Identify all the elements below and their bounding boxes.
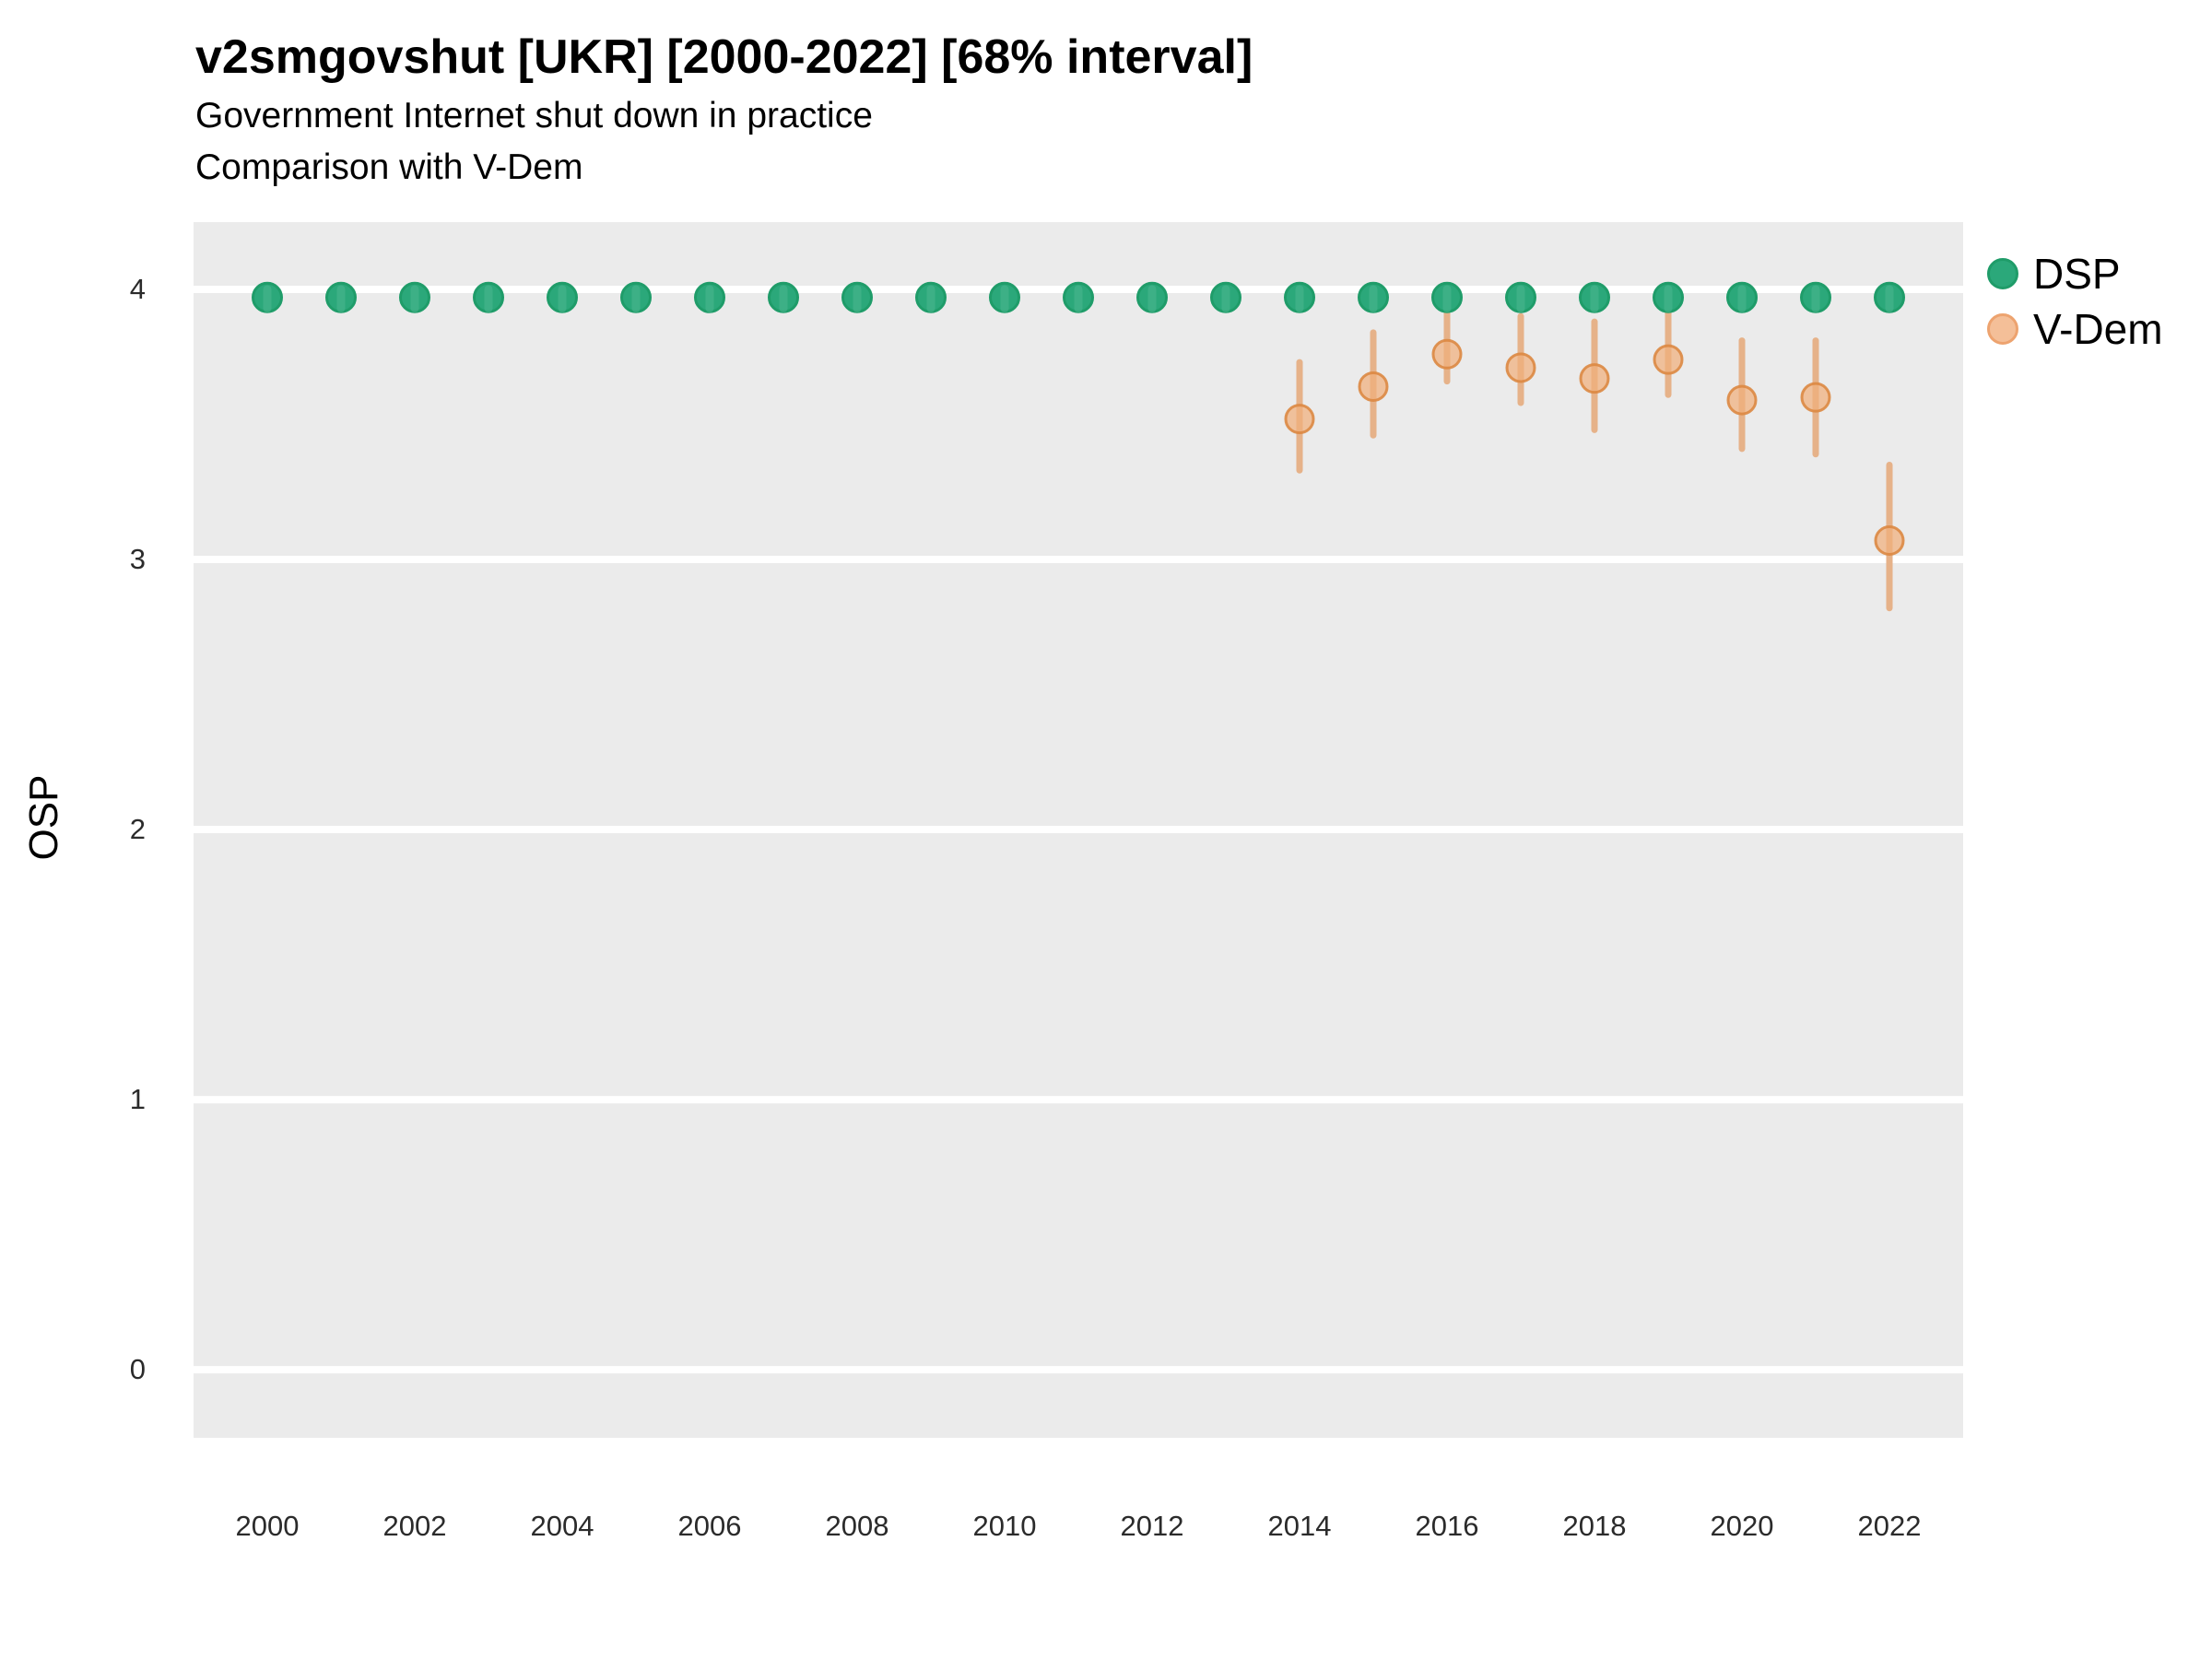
y-tick-label-4: 4 — [129, 272, 146, 305]
y-tick-label-1: 1 — [129, 1083, 146, 1116]
x-tick-label-2016: 2016 — [1415, 1510, 1479, 1542]
x-tick-label-2010: 2010 — [972, 1510, 1037, 1542]
chart-svg — [194, 222, 1963, 1438]
vdem-legend-label: V-Dem — [2033, 305, 2163, 353]
vdem-point — [1358, 371, 1389, 402]
page-title: v2smgovshut [UKR] [2000-2022] [68% inter… — [195, 30, 1253, 84]
x-tick-label-2004: 2004 — [530, 1510, 594, 1542]
vdem-point — [1726, 384, 1758, 416]
x-tick-label-2006: 2006 — [677, 1510, 742, 1542]
vdem-point — [1653, 344, 1684, 375]
x-tick-label-2012: 2012 — [1120, 1510, 1184, 1542]
x-tick-label-2002: 2002 — [382, 1510, 447, 1542]
x-tick-label-2008: 2008 — [825, 1510, 889, 1542]
x-tick-label-2000: 2000 — [235, 1510, 300, 1542]
chart-subtitle-2: Comparison with V-Dem — [195, 147, 583, 187]
vdem-point — [1505, 352, 1536, 383]
vdem-point — [1800, 382, 1831, 413]
chart-subtitle: Government Internet shut down in practic… — [195, 96, 873, 135]
x-tick-label-2020: 2020 — [1710, 1510, 1774, 1542]
x-tick-label-2022: 2022 — [1857, 1510, 1922, 1542]
legend-item-vdem: V-Dem — [1987, 305, 2163, 353]
vdem-legend-swatch — [1987, 313, 2018, 345]
dsp-legend-label: DSP — [2033, 250, 2121, 298]
y-tick-label-2: 2 — [129, 813, 146, 846]
vdem-point — [1874, 525, 1905, 557]
dsp-legend-swatch — [1987, 258, 2018, 289]
chart-panel — [194, 222, 1963, 1438]
legend: DSP V-Dem — [1987, 250, 2163, 353]
x-tick-label-2018: 2018 — [1562, 1510, 1627, 1542]
y-tick-label-3: 3 — [129, 543, 146, 575]
vdem-point — [1431, 338, 1463, 370]
legend-item-dsp: DSP — [1987, 250, 2163, 298]
x-tick-label-2014: 2014 — [1267, 1510, 1332, 1542]
vdem-point — [1579, 363, 1610, 394]
vdem-point — [1284, 404, 1315, 435]
y-tick-label-0: 0 — [129, 1353, 146, 1386]
